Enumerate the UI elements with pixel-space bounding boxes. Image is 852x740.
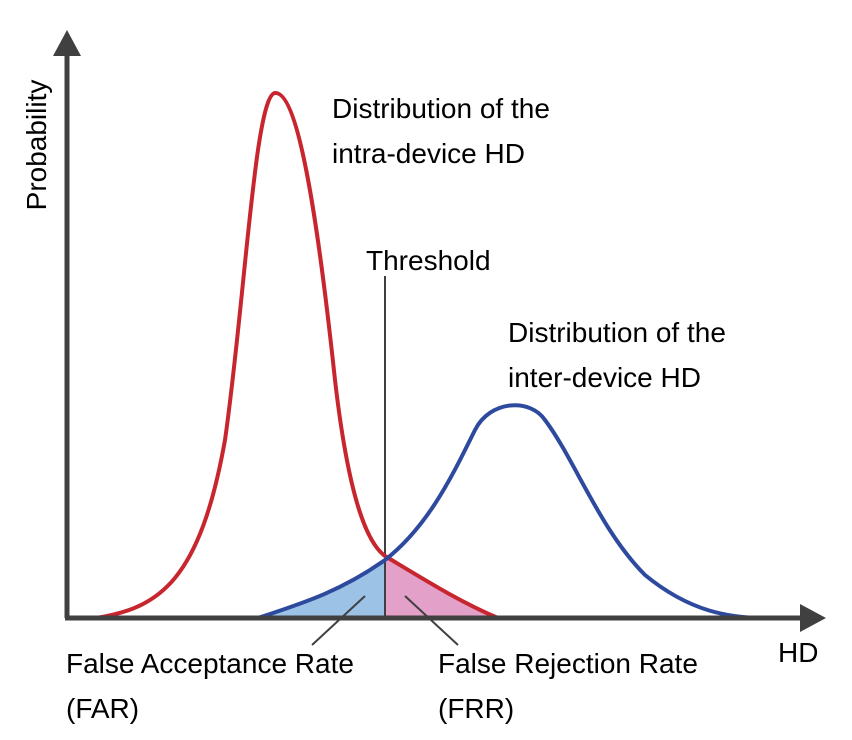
x-axis-label: HD <box>778 637 818 668</box>
inter-device-curve <box>257 403 766 620</box>
far-label-line1: False Acceptance Rate <box>66 648 354 679</box>
inter-device-label-line2: inter-device HD <box>508 362 701 393</box>
frr-leader-line <box>404 595 459 646</box>
x-axis-arrowhead <box>800 604 826 632</box>
intra-device-label-line1: Distribution of the <box>332 93 550 124</box>
far-shaded-region <box>258 560 385 618</box>
y-axis-label: Probability <box>21 80 52 211</box>
inter-device-label-line1: Distribution of the <box>508 317 726 348</box>
far-leader-line <box>311 595 366 646</box>
frr-label-line1: False Rejection Rate <box>438 648 698 679</box>
intra-device-curve <box>95 90 499 620</box>
frr-label-line2: (FRR) <box>438 693 514 724</box>
intra-device-label-line2: intra-device HD <box>332 138 525 169</box>
threshold-label: Threshold <box>366 245 491 276</box>
y-axis-arrowhead <box>53 30 81 56</box>
far-label-line2: (FAR) <box>66 693 139 724</box>
